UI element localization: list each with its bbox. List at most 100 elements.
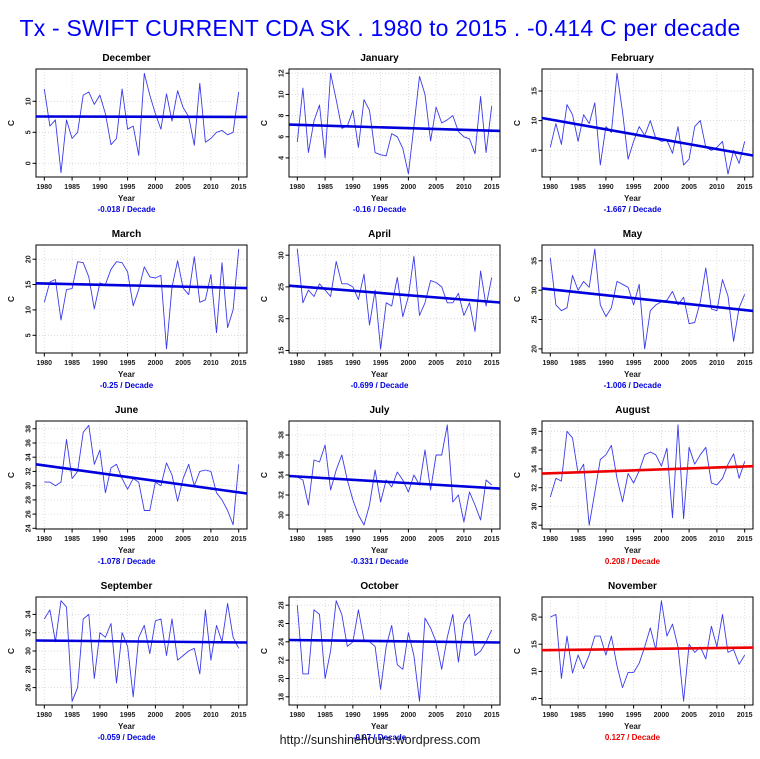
trend-value: 0.127 xyxy=(604,733,625,742)
svg-text:26: 26 xyxy=(26,684,33,692)
svg-text:C: C xyxy=(6,296,16,302)
trend-value: -0.16 xyxy=(352,205,372,214)
trend-value: -0.07 xyxy=(352,733,372,742)
svg-text:2000: 2000 xyxy=(401,712,417,719)
svg-text:C: C xyxy=(6,648,16,654)
svg-text:2005: 2005 xyxy=(175,712,191,719)
svg-text:2015: 2015 xyxy=(737,712,753,719)
subplot-title: June xyxy=(114,405,139,416)
svg-text:20: 20 xyxy=(279,675,286,683)
subplot-title: September xyxy=(100,581,153,592)
svg-text:20: 20 xyxy=(26,255,33,263)
svg-text:1980: 1980 xyxy=(543,184,559,191)
plot-area: 1980 1985 1990 1995 2000 2005 2010 2015 5 10 15 C xyxy=(506,65,759,193)
trend-unit: / Decade xyxy=(628,381,662,390)
svg-text:34: 34 xyxy=(279,471,286,479)
x-axis-label: Year xyxy=(371,546,388,555)
chart-svg: 1980 1985 1990 1995 2000 2005 2010 2015 24 26 28 30… xyxy=(6,420,248,543)
svg-text:2015: 2015 xyxy=(484,712,500,719)
svg-text:2010: 2010 xyxy=(709,712,725,719)
svg-text:1985: 1985 xyxy=(570,536,586,543)
svg-text:34: 34 xyxy=(26,610,33,618)
svg-text:2005: 2005 xyxy=(175,536,191,543)
subplot-title: April xyxy=(368,229,391,240)
x-axis-label: Year xyxy=(118,722,135,731)
svg-text:15: 15 xyxy=(532,640,539,648)
chart-svg: 1980 1985 1990 1995 2000 2005 2010 2015 26 28 30 32… xyxy=(6,596,248,719)
x-axis-label: Year xyxy=(371,722,388,731)
trend-unit: / Decade xyxy=(120,381,154,390)
chart-svg: 1980 1985 1990 1995 2000 2005 2010 2015 4 6 8 10 12 C xyxy=(259,68,501,191)
svg-text:10: 10 xyxy=(26,306,33,314)
svg-text:10: 10 xyxy=(532,117,539,125)
svg-text:1980: 1980 xyxy=(37,536,53,543)
svg-text:1995: 1995 xyxy=(120,536,136,543)
month-chart-september: September 1980 1985 1990 1995 2000 2005 2010 20… xyxy=(0,578,253,754)
svg-text:2010: 2010 xyxy=(456,712,472,719)
svg-text:C: C xyxy=(259,648,269,654)
svg-text:2005: 2005 xyxy=(428,184,444,191)
trend-label: -1.667 / Decade xyxy=(506,204,759,215)
subplot-title: January xyxy=(360,53,399,64)
svg-text:5: 5 xyxy=(532,696,539,700)
svg-text:2005: 2005 xyxy=(175,360,191,367)
svg-text:2015: 2015 xyxy=(484,360,500,367)
svg-text:1980: 1980 xyxy=(290,360,306,367)
svg-text:1985: 1985 xyxy=(570,712,586,719)
svg-text:2005: 2005 xyxy=(681,712,697,719)
subplot-title: October xyxy=(360,581,399,592)
svg-text:30: 30 xyxy=(26,647,33,655)
svg-text:32: 32 xyxy=(26,629,33,637)
svg-text:C: C xyxy=(259,472,269,478)
svg-text:1985: 1985 xyxy=(317,712,333,719)
svg-text:C: C xyxy=(6,120,16,126)
month-chart-december: December 1980 1985 1990 1995 2000 2005 2010 201… xyxy=(0,50,253,226)
svg-text:10: 10 xyxy=(532,667,539,675)
svg-text:C: C xyxy=(512,472,522,478)
svg-text:1990: 1990 xyxy=(345,712,361,719)
svg-text:35: 35 xyxy=(532,257,539,265)
subplot-title: May xyxy=(622,229,643,240)
svg-text:1980: 1980 xyxy=(543,536,559,543)
trend-value: -0.018 xyxy=(97,205,121,214)
svg-text:2000: 2000 xyxy=(654,712,670,719)
svg-text:1985: 1985 xyxy=(64,360,80,367)
page-title: Tx - SWIFT CURRENT CDA SK . 1980 to 2015… xyxy=(19,15,741,41)
trend-label: -1.078 / Decade xyxy=(0,556,253,567)
svg-text:25: 25 xyxy=(279,283,286,291)
chart-svg: 1980 1985 1990 1995 2000 2005 2010 2015 5 10 15 C xyxy=(512,68,754,191)
trend-unit: / Decade xyxy=(375,381,409,390)
svg-text:28: 28 xyxy=(26,665,33,673)
subplot-title: July xyxy=(369,405,390,416)
svg-text:2005: 2005 xyxy=(428,712,444,719)
month-chart-march: March 1980 1985 1990 1995 2000 2005 2010 2015 5 1… xyxy=(0,226,253,402)
x-axis-label: Year xyxy=(118,546,135,555)
svg-text:2015: 2015 xyxy=(231,712,247,719)
plot-area: 1980 1985 1990 1995 2000 2005 2010 2015 20 25 30 35… xyxy=(506,241,759,369)
svg-text:2005: 2005 xyxy=(428,536,444,543)
subplot-title: December xyxy=(102,53,151,64)
subplot-title: November xyxy=(608,581,657,592)
svg-text:1995: 1995 xyxy=(373,184,389,191)
svg-text:20: 20 xyxy=(532,345,539,353)
month-chart-november: November 1980 1985 1990 1995 2000 2005 2010 201… xyxy=(506,578,759,754)
svg-text:1995: 1995 xyxy=(373,536,389,543)
svg-text:5: 5 xyxy=(26,333,33,337)
svg-text:1985: 1985 xyxy=(570,184,586,191)
trend-unit: / Decade xyxy=(627,557,661,566)
svg-text:0: 0 xyxy=(26,161,33,165)
trend-label: -0.07 / Decade xyxy=(253,732,506,743)
svg-text:2005: 2005 xyxy=(681,184,697,191)
plot-area: 1980 1985 1990 1995 2000 2005 2010 2015 4 6 8 10 12 C xyxy=(253,65,506,193)
plot-area: 1980 1985 1990 1995 2000 2005 2010 2015 28 30 32 34… xyxy=(506,417,759,545)
svg-text:1985: 1985 xyxy=(317,360,333,367)
svg-text:1990: 1990 xyxy=(345,184,361,191)
svg-text:2010: 2010 xyxy=(456,184,472,191)
trend-value: -0.059 xyxy=(97,733,121,742)
chart-svg: 1980 1985 1990 1995 2000 2005 2010 2015 18 20 22 24… xyxy=(259,596,501,719)
trend-label: -0.16 / Decade xyxy=(253,204,506,215)
svg-text:2000: 2000 xyxy=(401,184,417,191)
svg-text:38: 38 xyxy=(279,431,286,439)
subplot-title: March xyxy=(111,229,142,240)
svg-text:2005: 2005 xyxy=(175,184,191,191)
